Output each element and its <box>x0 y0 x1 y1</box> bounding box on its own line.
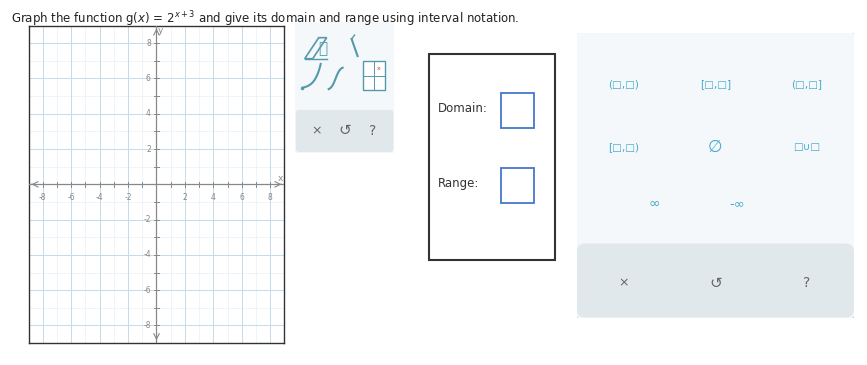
Text: x: x <box>377 66 381 71</box>
Text: 6: 6 <box>239 193 244 202</box>
Text: 8: 8 <box>268 193 272 202</box>
Text: ↺: ↺ <box>709 276 721 291</box>
Text: -2: -2 <box>143 215 151 224</box>
FancyBboxPatch shape <box>501 93 534 128</box>
Text: Graph the function g$(x)$ = $2^{x+3}$ and give its domain and range using interv: Graph the function g$(x)$ = $2^{x+3}$ an… <box>11 9 519 29</box>
Text: -6: -6 <box>68 193 75 202</box>
Text: ?: ? <box>803 276 811 291</box>
Text: ∅: ∅ <box>708 138 722 156</box>
Text: -6: -6 <box>143 286 151 295</box>
Text: y: y <box>157 26 163 35</box>
FancyBboxPatch shape <box>293 19 396 156</box>
FancyBboxPatch shape <box>501 168 534 203</box>
Text: -4: -4 <box>143 250 151 260</box>
Text: ∞: ∞ <box>649 197 660 211</box>
Text: 2: 2 <box>183 193 187 202</box>
FancyBboxPatch shape <box>577 243 854 318</box>
Text: Domain:: Domain: <box>439 102 488 115</box>
Text: 8: 8 <box>146 39 151 48</box>
Text: (□,□): (□,□) <box>609 79 639 89</box>
Text: ?: ? <box>369 124 376 138</box>
Text: -4: -4 <box>96 193 103 202</box>
Text: Range:: Range: <box>439 177 479 190</box>
FancyBboxPatch shape <box>296 110 394 152</box>
Text: [□,□): [□,□) <box>609 142 639 152</box>
Bar <box>362 61 385 90</box>
Text: ×: × <box>618 277 629 290</box>
Text: -8: -8 <box>39 193 47 202</box>
Text: 🗑: 🗑 <box>318 41 327 56</box>
Text: -2: -2 <box>124 193 132 202</box>
Text: □∪□: □∪□ <box>793 142 820 152</box>
Text: 6: 6 <box>146 74 151 83</box>
Text: ×: × <box>311 124 322 138</box>
Text: ↺: ↺ <box>338 123 351 138</box>
Text: -∞: -∞ <box>730 197 746 210</box>
FancyBboxPatch shape <box>574 30 857 320</box>
Text: [□,□]: [□,□] <box>700 79 731 89</box>
Text: x: x <box>277 174 283 182</box>
Text: -8: -8 <box>143 321 151 330</box>
Text: 4: 4 <box>146 109 151 118</box>
Text: 4: 4 <box>211 193 216 202</box>
Text: 2: 2 <box>146 145 151 154</box>
Text: (□,□]: (□,□] <box>792 79 822 89</box>
